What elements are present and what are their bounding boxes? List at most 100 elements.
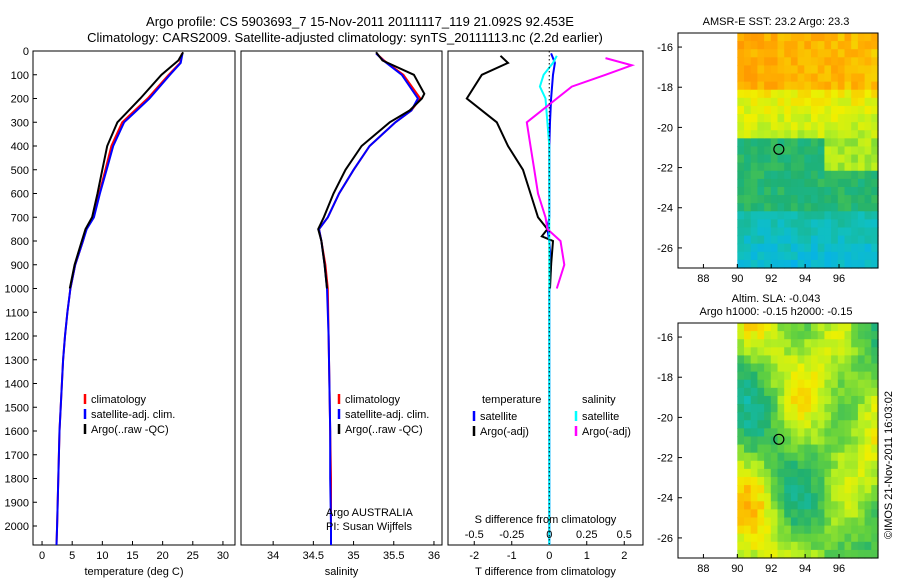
sst-map-cell	[817, 243, 826, 253]
sla-map-cell	[784, 468, 792, 478]
sst-map-cell	[770, 227, 779, 237]
sla-map-cell	[797, 533, 805, 543]
sst-map-cell	[784, 73, 792, 83]
sst-map-cell	[831, 41, 839, 50]
temperature-x-tick-label: 5	[69, 550, 75, 562]
sst-map-cell	[757, 65, 765, 75]
sst-map-cell	[750, 138, 759, 148]
sst-map-cell	[777, 203, 785, 212]
sst-map-cell	[837, 235, 846, 245]
sst-map-cell	[764, 65, 772, 75]
sla-map-cell	[750, 412, 759, 421]
sla-map-cell	[831, 452, 839, 462]
sla-map-cell	[817, 347, 826, 357]
temperature-x-axis-label: temperature (deg C)	[84, 566, 183, 578]
sla-map-cell	[784, 549, 792, 559]
sla-map-cell	[737, 468, 745, 478]
sla-map-cell	[764, 331, 772, 340]
sla-map-cell	[824, 420, 832, 429]
sla-map-cell	[804, 387, 812, 397]
sla-map-cell	[804, 517, 812, 527]
sst-map-cell	[777, 195, 785, 204]
sla-map-cell	[817, 339, 826, 348]
sst-map-cell	[757, 57, 765, 67]
sst-map-cell	[770, 154, 779, 164]
sst-map-cell	[790, 138, 799, 148]
sst-map-cell	[764, 235, 772, 245]
sst-map-cell	[857, 146, 866, 156]
sst-map-cell	[770, 57, 779, 67]
sst-map-cell	[784, 211, 792, 220]
temperature-y-tick-label: 800	[11, 236, 29, 248]
figure-title-line1: Argo profile: CS 5903693_7 15-Nov-2011 2…	[146, 14, 574, 29]
sla-map-cell	[784, 452, 792, 462]
sla-map-cell	[871, 331, 879, 340]
sla-map-cell	[790, 331, 799, 340]
sla-map-cell	[770, 493, 779, 502]
sla-map-cell	[790, 428, 799, 438]
sla-map-cell	[864, 468, 872, 478]
argo-institution-annotation: Argo AUSTRALIA	[326, 507, 413, 519]
sst-map-cell	[777, 89, 785, 99]
sla-map-cell	[844, 371, 852, 381]
sla-map-cell	[797, 355, 805, 365]
sst-map-cell	[831, 219, 839, 229]
sst-map-cell	[824, 41, 832, 50]
sla-map-cell	[857, 404, 866, 413]
sla-map-cell	[864, 323, 872, 332]
sla-map-cell	[857, 549, 866, 559]
sla-map-cell	[824, 347, 832, 357]
sst-map-cell	[851, 235, 859, 245]
sst-map-cell	[750, 97, 759, 107]
sla-map-cell	[811, 525, 819, 535]
sst-map-cell	[837, 146, 846, 156]
sla-map-cell	[790, 549, 799, 559]
sla-map-cell	[857, 339, 866, 348]
sst-map-cell	[777, 227, 785, 237]
sst-map-cell	[757, 259, 765, 269]
sla-map-cell	[871, 549, 879, 559]
sla-map-cell	[777, 379, 785, 389]
sla-map-cell	[784, 444, 792, 454]
sst-map-cell	[797, 195, 805, 204]
salinity-panel: 34 34.5 35 35.5 36 salinity climatology satelli…	[240, 50, 443, 578]
sla-map-cell	[864, 452, 872, 462]
sst-map-cell	[757, 130, 765, 139]
sla-map-cell	[744, 323, 752, 332]
sla-map-cell	[844, 428, 852, 438]
sla-map-cell	[831, 493, 839, 502]
sst-map-cell	[831, 89, 839, 99]
sst-map-cell	[851, 105, 859, 115]
diff-top-axis-label: S difference from climatology	[475, 514, 617, 526]
sst-map-cell	[797, 41, 805, 50]
sla-map-cell	[811, 517, 819, 527]
sst-map-cell	[777, 73, 785, 83]
sla-map-cell	[764, 493, 772, 502]
sst-map-cell	[784, 259, 792, 269]
sla-map-cell	[844, 501, 852, 510]
sla-map-cell	[737, 363, 745, 373]
sla-map-cell	[744, 476, 752, 486]
sla-map-cell	[824, 379, 832, 389]
sst-map-cell	[837, 57, 846, 67]
sla-map-cell	[750, 323, 759, 332]
sst-map-cell	[851, 146, 859, 156]
sla-map-cell	[871, 493, 879, 502]
sla-map-cell	[804, 379, 812, 389]
sst-map-cell	[790, 195, 799, 204]
sst-map-cell	[864, 49, 872, 58]
sla-map-cell	[804, 493, 812, 502]
sla-map-cell	[831, 444, 839, 454]
sla-map-cell	[750, 501, 759, 510]
sla-map-cell	[844, 387, 852, 397]
sla-map-cell	[837, 533, 846, 543]
sst-map-cell	[837, 170, 846, 180]
sla-map-cell	[744, 371, 752, 381]
sla-map-cell	[784, 493, 792, 502]
sla-map-cell	[811, 379, 819, 389]
sst-map-cell	[770, 41, 779, 50]
sst-map-cell	[770, 73, 779, 83]
sst-map-cell	[757, 33, 765, 42]
sla-map-cell	[831, 468, 839, 478]
sst-map-cell	[844, 49, 852, 58]
